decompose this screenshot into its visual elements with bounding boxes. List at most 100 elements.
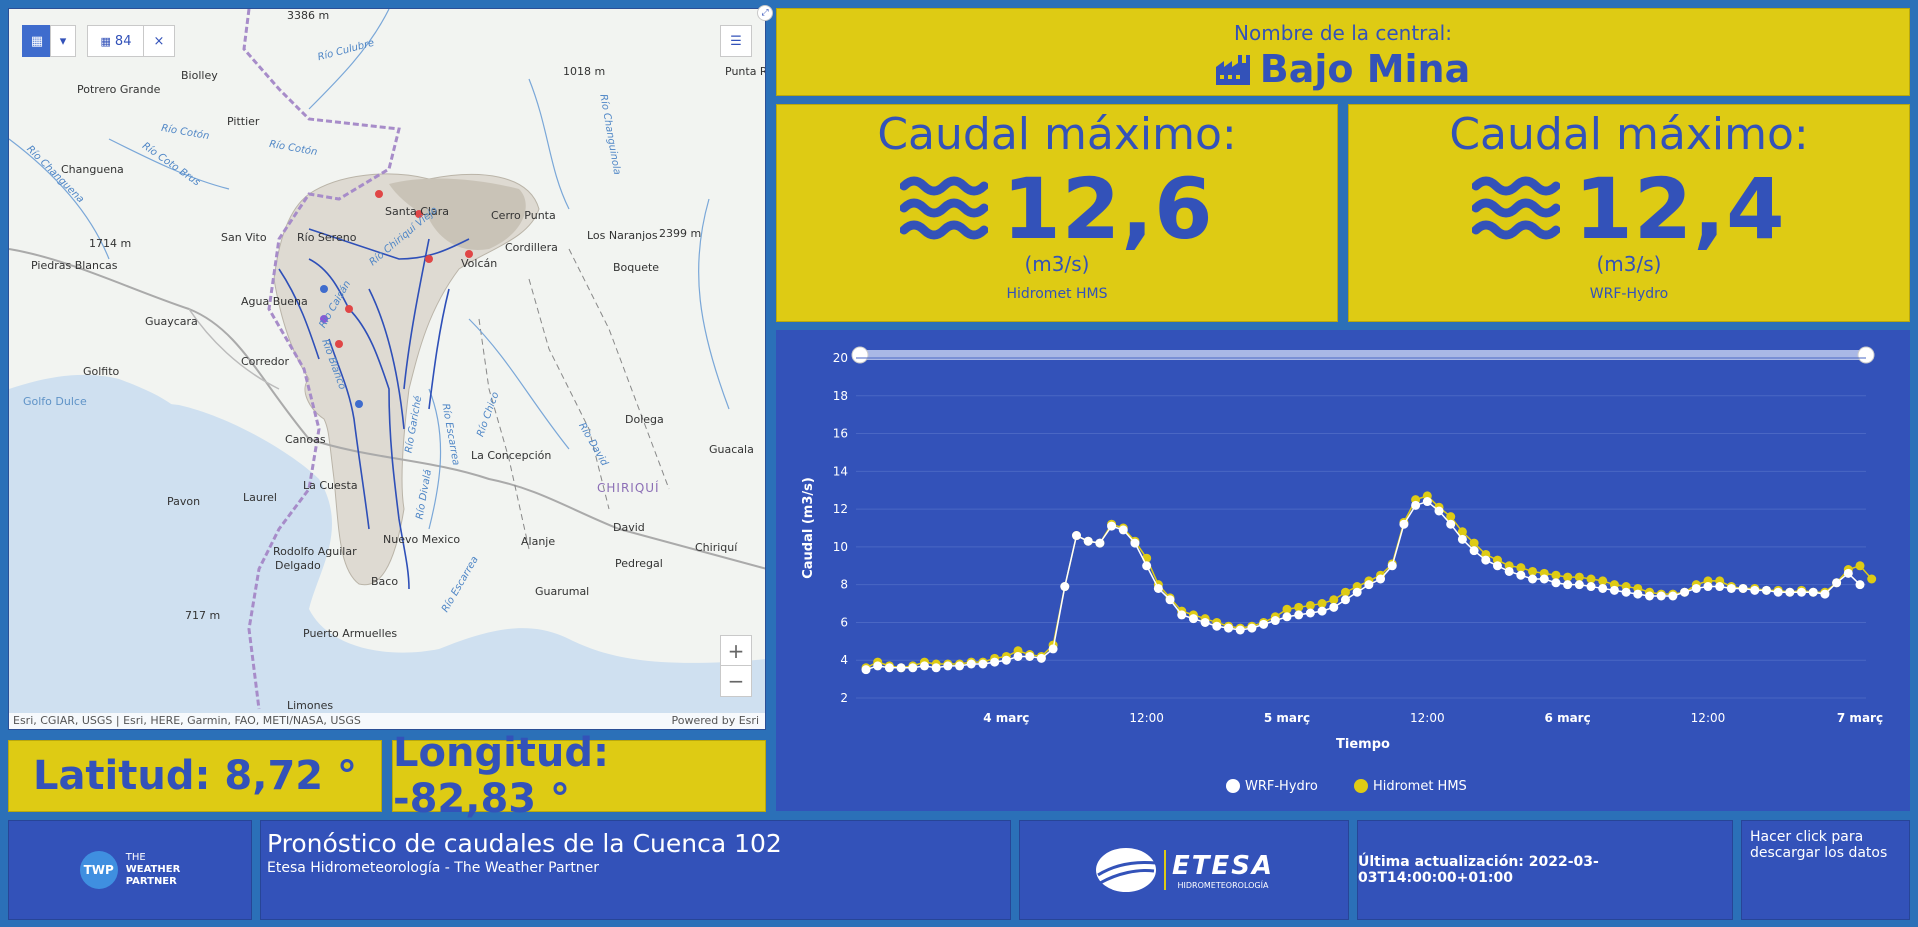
range-slider-handle-end[interactable] bbox=[1857, 346, 1875, 364]
selection-count-button[interactable]: ▦ 84 bbox=[87, 25, 145, 57]
etesa-logo-panel: ETESA HIDROMETEOROLOGÍA bbox=[1019, 820, 1349, 920]
flow-chart: 2 4 6 8 10 12 14 16 18 20 Caudal (m3/s) 4 març 12:00… bbox=[801, 346, 1883, 794]
caudal-unit: (m3/s) bbox=[1596, 252, 1662, 276]
y-tick-label: 10 bbox=[833, 540, 848, 554]
data-point bbox=[955, 661, 965, 671]
data-point bbox=[1738, 583, 1748, 593]
layer-dropdown-button[interactable]: ▾ bbox=[50, 25, 76, 57]
data-point bbox=[1609, 585, 1619, 595]
expand-map-button[interactable]: ⤢ bbox=[757, 5, 773, 21]
download-data-button[interactable]: Hacer click para descargar los datos bbox=[1741, 820, 1910, 920]
data-point bbox=[1224, 623, 1234, 633]
map-label: Cordillera bbox=[505, 241, 558, 254]
waves-icon bbox=[900, 176, 989, 240]
x-tick-label: 6 març bbox=[1545, 711, 1591, 725]
data-point bbox=[1551, 570, 1561, 580]
y-tick-label: 6 bbox=[840, 615, 848, 629]
legend-marker bbox=[1354, 779, 1368, 793]
legend-button[interactable]: ☰ bbox=[720, 25, 752, 57]
data-point bbox=[1200, 617, 1210, 627]
attribution-text: Esri, CGIAR, USGS | Esri, HERE, Garmin, … bbox=[13, 714, 361, 727]
chevron-down-icon: ▾ bbox=[59, 33, 67, 49]
factory-icon bbox=[1215, 55, 1250, 85]
powered-by[interactable]: Powered by Esri bbox=[671, 714, 759, 727]
data-point bbox=[1317, 599, 1327, 609]
y-tick-label: 12 bbox=[833, 502, 848, 516]
data-point bbox=[1247, 623, 1257, 633]
data-point bbox=[1691, 583, 1701, 593]
dashboard-title: Pronóstico de caudales de la Cuenca 102 bbox=[267, 829, 782, 858]
close-icon: × bbox=[153, 33, 165, 49]
data-point bbox=[1797, 587, 1807, 597]
twp-line: PARTNER bbox=[125, 876, 177, 887]
x-tick-label: 4 març bbox=[983, 711, 1029, 725]
data-point bbox=[1528, 566, 1538, 576]
y-tick-label: 14 bbox=[833, 464, 848, 478]
etesa-globe-icon bbox=[1095, 848, 1157, 892]
data-point bbox=[1832, 578, 1842, 588]
legend-marker bbox=[1226, 779, 1240, 793]
expand-icon: ⤢ bbox=[761, 8, 769, 18]
map-label: Los Naranjos bbox=[587, 229, 658, 242]
data-point bbox=[884, 663, 894, 673]
data-point bbox=[1598, 583, 1608, 593]
caudal-value: 12,6 bbox=[1002, 160, 1214, 258]
map-label: Puerto Armuelles bbox=[303, 627, 398, 640]
data-point bbox=[873, 661, 883, 671]
caudal-source: Hidromet HMS bbox=[1006, 286, 1108, 302]
data-point bbox=[1411, 500, 1421, 510]
twp-line: WEATHER bbox=[125, 864, 181, 875]
latitude-panel: Latitud: 8,72 ° bbox=[8, 740, 382, 812]
range-slider-handle-start[interactable] bbox=[851, 346, 869, 364]
etesa-logo-text: ETESA bbox=[1171, 850, 1275, 881]
map-label: La Concepción bbox=[471, 449, 552, 462]
map-label: 2399 m bbox=[659, 227, 702, 240]
data-point bbox=[1083, 536, 1093, 546]
data-point bbox=[1703, 582, 1713, 592]
data-point bbox=[1294, 610, 1304, 620]
map-label: Boquete bbox=[613, 261, 660, 274]
zoom-out-button[interactable]: − bbox=[720, 665, 752, 697]
data-point bbox=[1282, 612, 1292, 622]
y-tick-label: 8 bbox=[840, 578, 848, 592]
download-data-text: Hacer click para descargar los datos bbox=[1750, 829, 1888, 861]
zoom-in-button[interactable]: + bbox=[720, 635, 752, 667]
data-point bbox=[1013, 651, 1023, 661]
map-label: Guaycara bbox=[145, 315, 198, 328]
map-label: 3386 m bbox=[287, 9, 330, 22]
data-point bbox=[1843, 568, 1853, 578]
clear-selection-button[interactable]: × bbox=[143, 25, 175, 57]
data-point bbox=[919, 661, 929, 671]
caudal-value: 12,4 bbox=[1574, 160, 1786, 258]
map-label: Baco bbox=[371, 575, 399, 588]
map-view[interactable]: 3386 m Potrero Grande Biolley Pittier Ch… bbox=[8, 8, 766, 730]
layer-list-button[interactable]: ▦ bbox=[22, 25, 52, 57]
data-point bbox=[1761, 585, 1771, 595]
map-label: CHIRIQUÍ bbox=[597, 481, 660, 495]
map-layers-icon: ▦ bbox=[30, 33, 44, 49]
data-point bbox=[1469, 546, 1479, 556]
y-tick-label: 2 bbox=[840, 691, 848, 705]
map-label: Golfo Dulce bbox=[23, 395, 87, 408]
map-label: Biolley bbox=[181, 69, 218, 82]
data-point bbox=[1376, 574, 1386, 584]
map-label: Corredor bbox=[241, 355, 290, 368]
map-label: Guarumal bbox=[535, 585, 590, 598]
data-point bbox=[978, 659, 988, 669]
data-point bbox=[1153, 583, 1163, 593]
x-tick-label: 7 març bbox=[1837, 711, 1883, 725]
logo-divider bbox=[1163, 850, 1166, 890]
caudal-unit: (m3/s) bbox=[1024, 252, 1090, 276]
dashboard-title-panel: Pronóstico de caudales de la Cuenca 102 … bbox=[260, 820, 1011, 920]
data-point bbox=[1563, 580, 1573, 590]
data-point bbox=[1422, 497, 1432, 507]
data-point bbox=[1574, 580, 1584, 590]
map-label: Golfito bbox=[83, 365, 120, 378]
data-point bbox=[1340, 587, 1350, 597]
data-point bbox=[1107, 521, 1117, 531]
flow-chart-panel: 2 4 6 8 10 12 14 16 18 20 Caudal (m3/s) 4 març 12:00… bbox=[776, 330, 1910, 811]
data-point bbox=[908, 663, 918, 673]
data-point bbox=[1317, 606, 1327, 616]
data-point bbox=[1621, 587, 1631, 597]
map-label: Dolega bbox=[625, 413, 664, 426]
